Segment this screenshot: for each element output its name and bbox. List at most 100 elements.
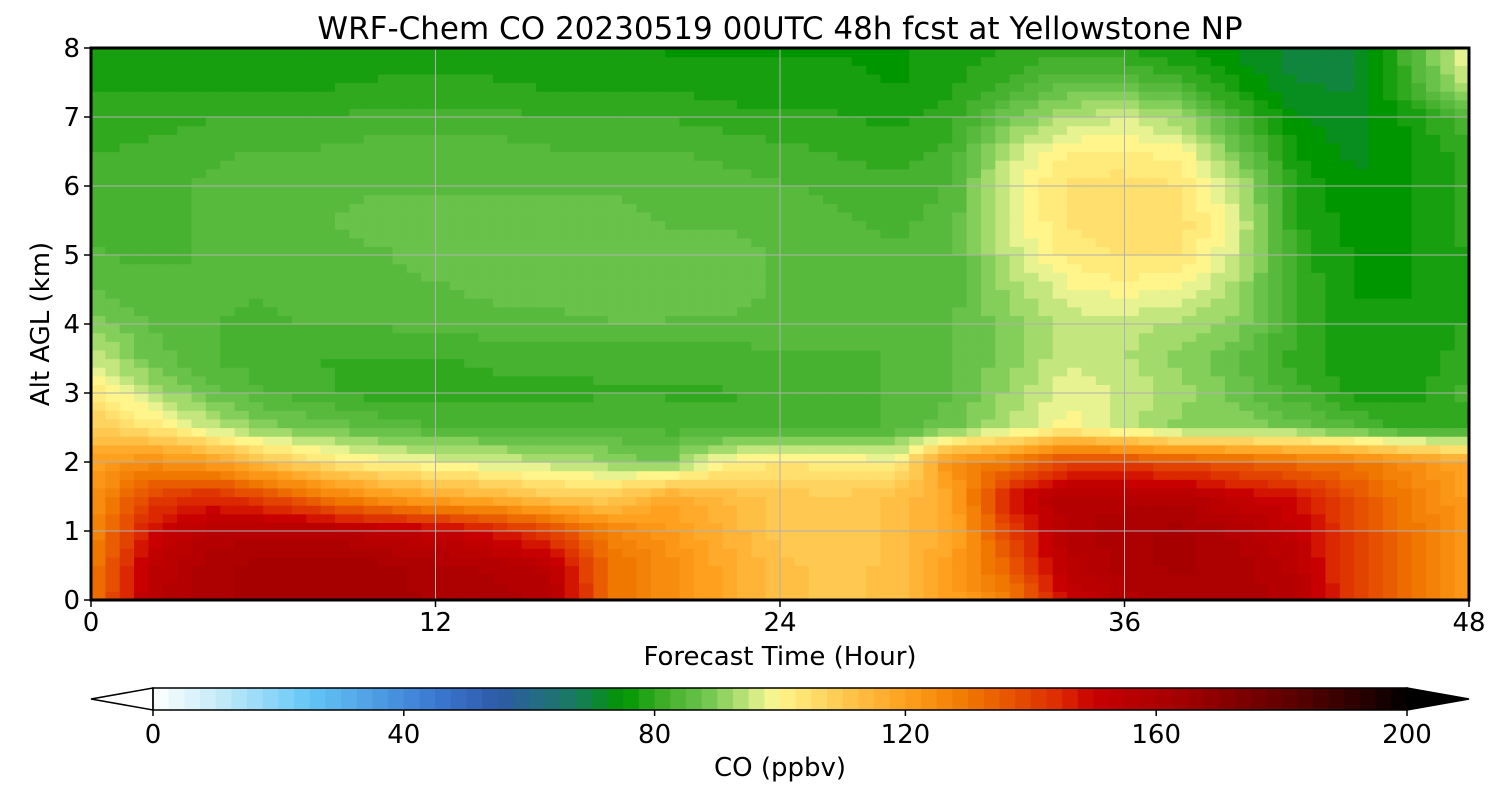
heatmap-cell	[1411, 462, 1427, 472]
heatmap-cell	[622, 444, 638, 454]
heatmap-cell	[1138, 418, 1154, 429]
heatmap-cell	[550, 220, 566, 230]
heatmap-cell	[995, 410, 1011, 420]
heatmap-cell	[564, 358, 580, 368]
heatmap-cell	[1167, 160, 1183, 170]
heatmap-cell	[1167, 315, 1183, 325]
heatmap-cell	[1282, 194, 1298, 204]
heatmap-cell	[952, 539, 968, 549]
heatmap-cell	[1311, 531, 1327, 541]
heatmap-cell	[320, 289, 336, 299]
heatmap-cell	[1024, 298, 1039, 308]
heatmap-cell	[679, 272, 695, 282]
heatmap-cell	[1440, 324, 1456, 334]
heatmap-cell	[693, 556, 709, 567]
heatmap-cell	[1397, 358, 1413, 368]
heatmap-cell	[1210, 513, 1226, 523]
heatmap-cell	[966, 393, 982, 403]
heatmap-cell	[1454, 539, 1470, 549]
heatmap-cell	[751, 574, 767, 584]
heatmap-cell	[1411, 367, 1427, 377]
heatmap-cell	[277, 522, 293, 532]
heatmap-cell	[234, 298, 250, 308]
heatmap-cell	[478, 220, 494, 230]
heatmap-cell	[421, 393, 437, 403]
heatmap-cell	[1397, 211, 1413, 222]
heatmap-cell	[1339, 591, 1355, 601]
heatmap-cell	[349, 548, 365, 558]
heatmap-cell	[564, 168, 580, 178]
heatmap-cell	[1382, 410, 1398, 420]
heatmap-cell	[736, 505, 752, 515]
heatmap-cell	[1081, 591, 1097, 601]
heatmap-cell	[564, 470, 580, 480]
heatmap-cell	[923, 582, 939, 592]
heatmap-cell	[937, 289, 953, 299]
heatmap-cell	[335, 565, 350, 575]
heatmap-cell	[449, 401, 465, 411]
heatmap-cell	[780, 539, 795, 549]
heatmap-cell	[535, 177, 551, 187]
heatmap-cell	[665, 367, 681, 377]
heatmap-cell	[765, 556, 781, 567]
heatmap-cell	[794, 401, 810, 411]
heatmap-cell	[248, 574, 264, 584]
heatmap-cell	[593, 427, 609, 437]
heatmap-cell	[808, 384, 824, 394]
heatmap-cell	[1397, 367, 1413, 377]
heatmap-cell	[722, 177, 738, 187]
heatmap-cell	[1081, 384, 1097, 394]
heatmap-cell	[1210, 531, 1226, 541]
heatmap-cell	[1440, 453, 1456, 463]
heatmap-cell	[220, 410, 236, 420]
heatmap-cell	[736, 237, 752, 247]
heatmap-cell	[593, 315, 609, 325]
heatmap-cell	[406, 263, 422, 273]
heatmap-cell	[234, 160, 250, 170]
heatmap-cell	[751, 280, 767, 291]
heatmap-cell	[1368, 479, 1384, 489]
heatmap-cell	[1138, 211, 1154, 222]
heatmap-cell	[306, 177, 322, 187]
heatmap-cell	[966, 168, 982, 178]
heatmap-cell	[1354, 211, 1370, 222]
heatmap-cell	[909, 375, 925, 385]
heatmap-cell	[521, 211, 537, 222]
heatmap-cell	[650, 393, 666, 403]
heatmap-cell	[1024, 341, 1039, 351]
heatmap-cell	[1282, 548, 1298, 558]
heatmap-cell	[1325, 280, 1341, 291]
heatmap-cell	[1440, 427, 1456, 437]
heatmap-cell	[263, 246, 279, 256]
heatmap-cell	[693, 384, 709, 394]
heatmap-cell	[1268, 384, 1283, 394]
heatmap-cell	[966, 384, 982, 394]
heatmap-cell	[1124, 436, 1140, 446]
heatmap-cell	[205, 582, 221, 592]
heatmap-cell	[794, 306, 810, 316]
heatmap-cell	[980, 410, 996, 420]
heatmap-cell	[277, 539, 293, 549]
heatmap-cell	[1138, 479, 1154, 489]
heatmap-cell	[263, 410, 279, 420]
heatmap-cell	[1282, 410, 1298, 420]
heatmap-cell	[1339, 220, 1355, 230]
heatmap-cell	[320, 522, 336, 532]
heatmap-cell	[837, 237, 853, 247]
heatmap-cell	[937, 548, 953, 558]
heatmap-cell	[765, 332, 781, 342]
heatmap-cell	[320, 186, 336, 196]
heatmap-cell	[335, 375, 350, 385]
heatmap-cell	[421, 410, 437, 420]
heatmap-cell	[263, 341, 279, 351]
heatmap-cell	[119, 453, 135, 463]
heatmap-cell	[435, 272, 451, 282]
heatmap-cell	[880, 306, 896, 316]
heatmap-cell	[320, 462, 336, 472]
heatmap-cell	[492, 315, 508, 325]
heatmap-cell	[1268, 375, 1283, 385]
heatmap-cell	[1095, 367, 1111, 377]
heatmap-cell	[851, 306, 867, 316]
heatmap-cell	[1153, 358, 1169, 368]
heatmap-cell	[1368, 496, 1384, 506]
